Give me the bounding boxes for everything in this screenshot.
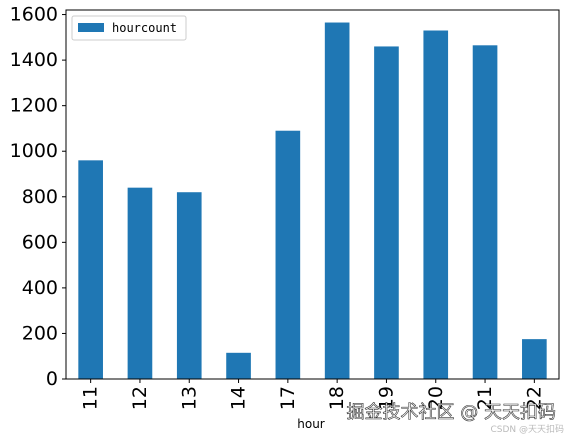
- x-tick-label-22: 22: [523, 386, 545, 410]
- x-tick-label-21: 21: [474, 386, 496, 410]
- plot-frame: [65, 9, 560, 380]
- watermark-subtext: CSDN @天天扣码: [490, 423, 564, 435]
- y-axis-ticks: 0 200 400 600 800 1000 1200 1400 1600: [10, 4, 66, 390]
- legend-swatch-hourcount: [78, 23, 104, 32]
- bar-18: [324, 22, 350, 380]
- bars-group: [78, 22, 547, 380]
- y-tick-label-1400: 1400: [10, 49, 58, 71]
- x-tick-label-12: 12: [129, 386, 151, 410]
- legend-box: [71, 15, 187, 41]
- bar-22: [522, 339, 547, 379]
- x-tick-label-17: 17: [277, 386, 299, 410]
- watermark-text: 掘金技术社区 @ 天天扣码: [347, 402, 556, 423]
- x-tick-label-11: 11: [80, 386, 102, 410]
- bar-21: [472, 45, 498, 380]
- x-tick-label-20: 20: [425, 386, 447, 410]
- bar-20: [423, 30, 449, 379]
- bar-17: [275, 130, 301, 379]
- y-tick-label-1600: 1600: [10, 4, 58, 26]
- bar-19: [374, 46, 399, 379]
- y-tick-label-1200: 1200: [10, 95, 58, 117]
- legend: hourcount: [71, 15, 187, 41]
- x-tick-label-14: 14: [228, 386, 250, 410]
- x-tick-label-18: 18: [326, 386, 348, 410]
- legend-label-hourcount: hourcount: [112, 21, 177, 35]
- y-tick-label-600: 600: [22, 231, 58, 253]
- y-tick-label-1000: 1000: [10, 140, 58, 162]
- x-tick-label-13: 13: [178, 386, 200, 410]
- bar-12: [127, 187, 153, 379]
- x-axis-label: hour: [297, 417, 325, 431]
- y-tick-label-800: 800: [22, 186, 58, 208]
- y-tick-label-0: 0: [46, 368, 58, 390]
- bar-14: [226, 352, 251, 379]
- y-tick-label-200: 200: [22, 322, 58, 344]
- bar-11: [78, 160, 103, 379]
- x-tick-label-19: 19: [375, 386, 397, 410]
- bar-13: [176, 192, 202, 379]
- y-tick-label-400: 400: [22, 277, 58, 299]
- x-axis-ticks: 11 12 13 14 17 18 19 20 21 22: [80, 379, 545, 410]
